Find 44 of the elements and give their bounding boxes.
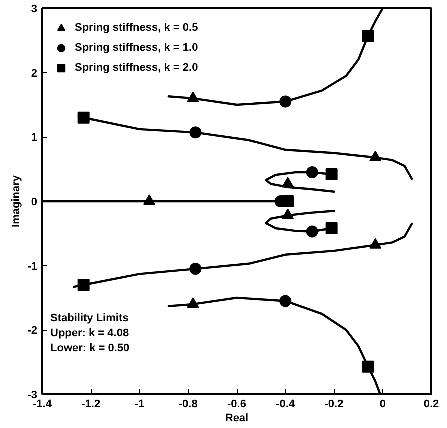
point — [326, 168, 338, 180]
legend-label: Spring stiffness, k = 1.0 — [75, 42, 198, 54]
point — [78, 279, 90, 292]
annotation: Upper: k = 4.08 — [50, 328, 130, 340]
point — [370, 150, 382, 162]
x-tick-label: -1.2 — [82, 398, 101, 410]
x-tick-label: 0.2 — [424, 398, 440, 410]
y-tick-label: -1 — [28, 260, 38, 273]
point — [190, 126, 202, 139]
point — [187, 298, 200, 308]
annotation: Stability Limits — [50, 312, 129, 324]
point — [306, 226, 318, 238]
point — [282, 177, 294, 188]
point — [190, 263, 202, 276]
point — [280, 96, 292, 108]
y-tick-label: 3 — [31, 4, 38, 16]
point — [187, 92, 200, 102]
x-tick-label: -0.6 — [228, 398, 246, 410]
point — [362, 360, 374, 373]
point — [143, 194, 156, 206]
point — [326, 222, 338, 235]
x-tick-label: 0 — [380, 398, 386, 410]
point — [370, 238, 382, 249]
y-tick-label: -2 — [28, 325, 38, 338]
x-tick-label: -0.8 — [178, 398, 198, 410]
y-tick-label: -3 — [28, 390, 38, 402]
x-tick-label: -1.4 — [33, 398, 53, 410]
x-tick-label: -0.4 — [276, 398, 296, 410]
y-tick-label: 0 — [31, 196, 38, 208]
annotation: Lower: k = 0.50 — [50, 342, 130, 354]
y-tick-label: 2 — [31, 68, 38, 80]
y-tick-label: 1 — [31, 132, 38, 144]
point — [78, 112, 90, 124]
y-axis-title: Imaginary — [10, 174, 23, 228]
point — [306, 166, 318, 179]
point — [282, 196, 294, 208]
x-tick-label: -0.2 — [324, 398, 344, 410]
x-axis-title: Real — [225, 412, 249, 424]
point — [362, 30, 374, 42]
point — [280, 295, 292, 308]
legend-label: Spring stiffness, k = 0.5 — [75, 22, 198, 34]
x-tick-label: -1 — [134, 398, 145, 410]
legend-label: Spring stiffness, k = 2.0 — [75, 62, 198, 74]
point — [282, 208, 294, 220]
